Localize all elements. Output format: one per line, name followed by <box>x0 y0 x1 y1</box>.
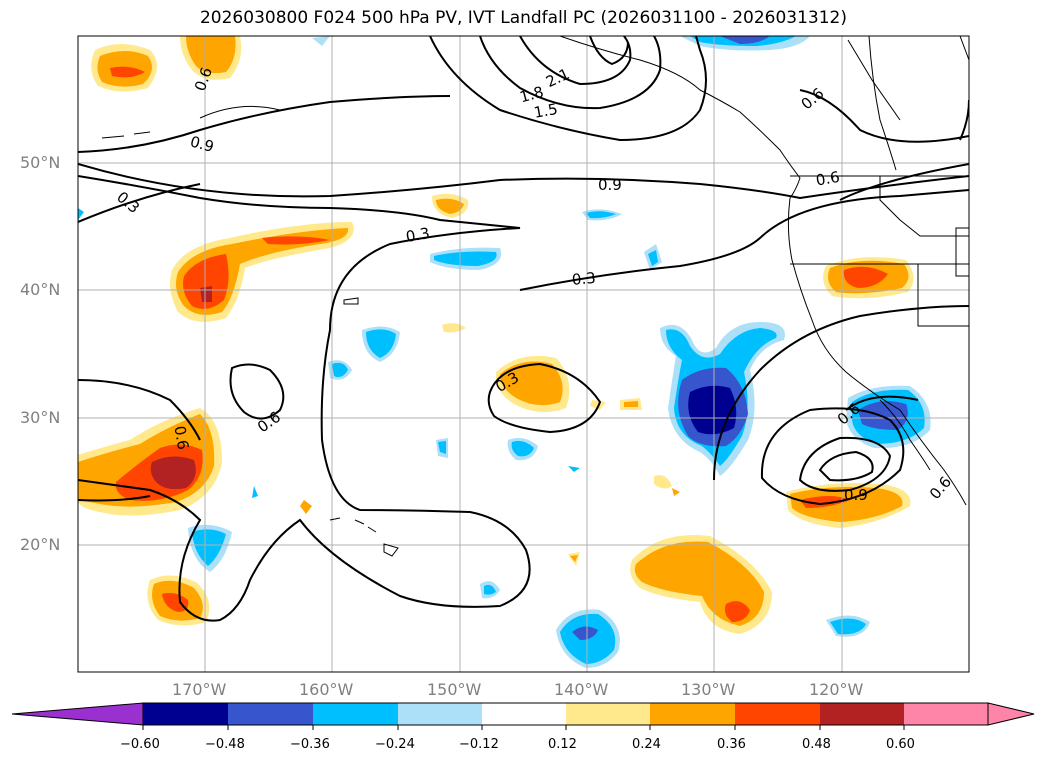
neg-small-blobs <box>78 36 870 637</box>
contour-label: 0.6 <box>798 84 828 113</box>
contour-label: 0.9 <box>844 486 868 504</box>
pos-blob-130w-15n <box>630 535 772 634</box>
contour-label: 0.3 <box>571 269 596 289</box>
colorbar-extend-low <box>11 702 144 726</box>
map-title: 2026030800 F024 500 hPa PV, IVT Landfall… <box>199 8 847 28</box>
lon-label: 120°W <box>809 680 864 699</box>
contour-label: 0.3 <box>113 188 143 217</box>
colorbar-seg <box>398 703 482 725</box>
pos-blob-nw <box>91 44 158 92</box>
colorbar-tick-label: 0.60 <box>886 737 915 752</box>
contour-label: 0.6 <box>170 424 192 451</box>
pos-blob-120w-23n <box>786 483 911 528</box>
neg-blob-130w-30n <box>660 322 785 476</box>
contour-label: 0.6 <box>814 168 841 190</box>
lat-label: 40°N <box>20 280 61 299</box>
filled-anomalies <box>78 36 931 668</box>
lon-label: 160°W <box>299 680 354 699</box>
coastlines <box>101 36 969 557</box>
lat-label: 20°N <box>20 535 61 554</box>
lon-label: 130°W <box>681 680 736 699</box>
gridlines <box>78 36 969 672</box>
colorbar-seg <box>228 703 313 725</box>
contour-label: 0.3 <box>404 224 431 246</box>
lon-label: 140°W <box>554 680 609 699</box>
pos-blob-170w-15n <box>147 575 210 626</box>
lon-label: 150°W <box>427 680 482 699</box>
colorbar-tick-label: −0.48 <box>205 737 245 752</box>
pos-blob-170w-40n <box>170 222 354 322</box>
contour-label: 0.9 <box>188 132 216 156</box>
colorbar-tick-label: 0.48 <box>802 737 831 752</box>
contour-label: 0.6 <box>926 473 955 503</box>
contour-labels: 0.6 0.9 0.3 2.1 1.8 1.5 0.6 0.9 0.6 0.3 … <box>113 65 955 504</box>
contour-label: 1.8 <box>518 83 546 107</box>
pv-contours <box>78 36 969 622</box>
colorbar-tick-label: 0.12 <box>548 737 577 752</box>
colorbar-seg <box>820 703 904 725</box>
contour-label: 0.6 <box>254 408 284 436</box>
contour-label: 0.9 <box>598 176 622 194</box>
colorbar-extend-high <box>987 702 1035 726</box>
colorbar-seg <box>313 703 398 725</box>
colorbar <box>11 702 1035 730</box>
lat-label: 30°N <box>20 408 61 427</box>
lon-label: 170°W <box>172 680 227 699</box>
colorbar-seg <box>143 703 228 725</box>
neg-blob-118w-30n <box>846 385 931 449</box>
colorbar-tick-label: −0.12 <box>459 737 499 752</box>
colorbar-tick-label: 0.36 <box>717 737 746 752</box>
colorbar-tick-label: −0.36 <box>290 737 330 752</box>
lat-label: 50°N <box>20 153 61 172</box>
colorbar-tick-label: 0.24 <box>632 737 661 752</box>
plot-frame <box>77 35 970 673</box>
colorbar-seg <box>650 703 735 725</box>
colorbar-seg <box>566 703 650 725</box>
neg-blob-140w-12n <box>556 609 620 668</box>
colorbar-seg <box>482 703 566 725</box>
pos-blob-west-25n <box>78 408 222 516</box>
pos-blob-118w-40n <box>823 257 914 299</box>
neg-blob-top <box>680 36 810 51</box>
colorbar-seg <box>904 703 988 725</box>
colorbar-seg <box>735 703 820 725</box>
pos-blob-n <box>180 36 242 80</box>
colorbar-tick-label: −0.24 <box>375 737 415 752</box>
colorbar-tick-label: −0.60 <box>120 737 160 752</box>
contour-label: 1.5 <box>532 100 559 122</box>
